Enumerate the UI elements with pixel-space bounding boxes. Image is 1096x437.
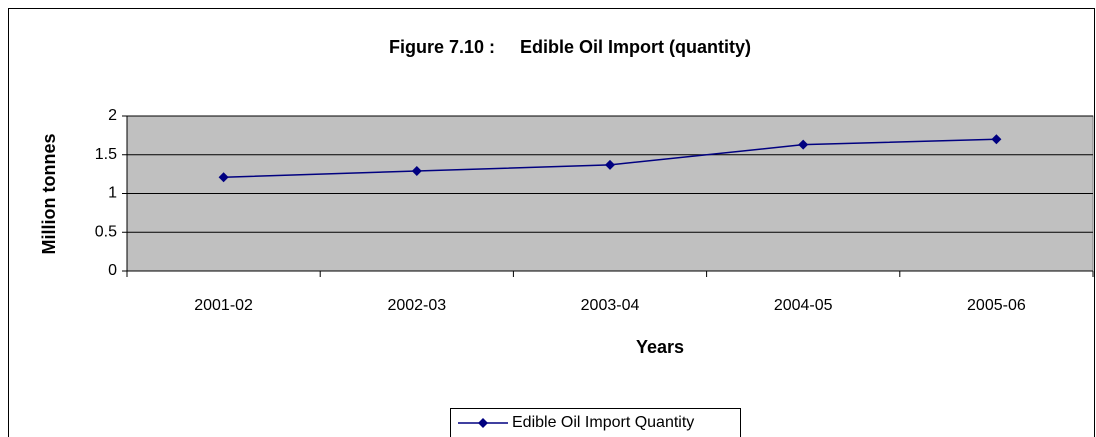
data-point — [798, 139, 809, 150]
y-tick-label: 2 — [108, 107, 117, 124]
legend-marker — [478, 418, 488, 428]
data-point — [605, 159, 615, 170]
y-tick-label: 1.5 — [95, 146, 117, 163]
chart-title: Figure 7.10 : Edible Oil Import (quantit… — [389, 37, 751, 57]
x-tick-label: 2003-04 — [581, 297, 640, 314]
x-tick-label: 2001-02 — [194, 297, 253, 314]
data-point — [991, 134, 1002, 145]
data-point — [411, 166, 422, 177]
x-tick-label: 2005-06 — [967, 297, 1026, 314]
x-tick-label: 2002-03 — [387, 297, 446, 314]
x-axis-label: Years — [636, 337, 684, 357]
y-axis-label: Million tonnes — [39, 134, 59, 255]
data-point — [218, 172, 229, 183]
legend-label: Edible Oil Import Quantity — [512, 414, 694, 431]
y-tick-label: 0.5 — [95, 223, 117, 240]
x-tick-label: 2004-05 — [774, 297, 833, 314]
y-tick-label: 1 — [108, 185, 117, 202]
y-tick-label: 0 — [108, 262, 117, 279]
